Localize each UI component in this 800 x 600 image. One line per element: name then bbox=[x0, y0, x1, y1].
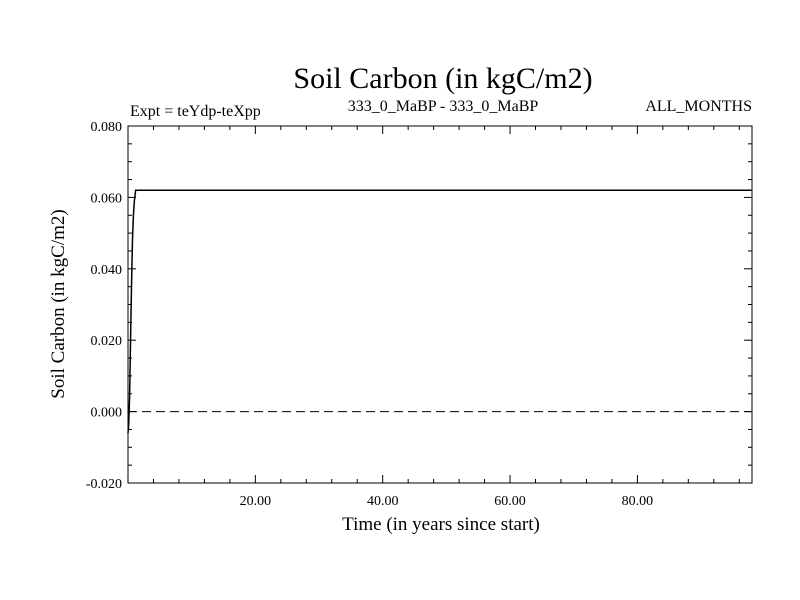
y-tick-label: -0.020 bbox=[86, 477, 122, 492]
plot-area: 20.00 40.00 60.00 80.00 -0.020 0.000 0.020 0.04… bbox=[86, 120, 753, 509]
chart-subtitle-right: ALL_MONTHS bbox=[645, 98, 752, 115]
x-tick-label: 20.00 bbox=[240, 494, 272, 509]
x-tick-label: 40.00 bbox=[367, 494, 399, 509]
y-tick-label: 0.000 bbox=[91, 406, 123, 421]
x-tick-label: 80.00 bbox=[622, 494, 654, 509]
x-axis-label: Time (in years since start) bbox=[342, 514, 540, 535]
y-tick-label: 0.080 bbox=[91, 120, 123, 135]
y-tick-label: 0.020 bbox=[91, 334, 123, 349]
y-tick-label: 0.060 bbox=[91, 191, 123, 206]
chart-title: Soil Carbon (in kgC/m2) bbox=[293, 62, 592, 95]
x-tick-label: 60.00 bbox=[494, 494, 526, 509]
plot-frame bbox=[127, 125, 753, 484]
y-tick-label: 0.040 bbox=[91, 263, 123, 278]
chart-subtitle-left: Expt = teYdp-teXpp bbox=[130, 103, 261, 120]
y-axis-label: Soil Carbon (in kgC/m2) bbox=[48, 209, 69, 398]
series-line bbox=[127, 189, 752, 434]
chart-subtitle-center: 333_0_MaBP - 333_0_MaBP bbox=[348, 98, 539, 115]
